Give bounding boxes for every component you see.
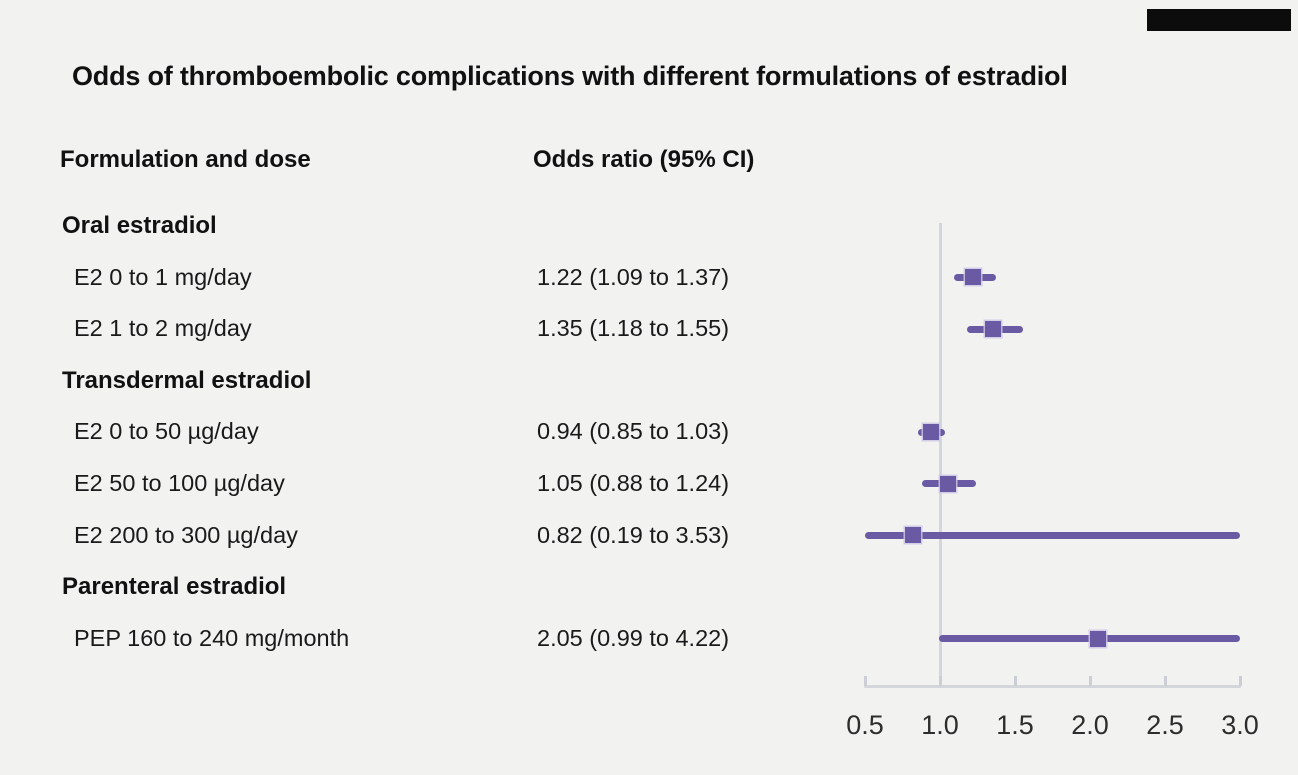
x-axis-tick (1163, 676, 1167, 686)
point-estimate-marker (923, 424, 939, 441)
table-row: PEP 160 to 240 mg/month 2.05 (0.99 to 4.2… (0, 613, 860, 665)
table-row: E2 0 to 1 mg/day 1.22 (1.09 to 1.37) (0, 252, 860, 304)
table-row: E2 200 to 300 µg/day 0.82 (0.19 to 3.53) (0, 510, 860, 562)
table-row: E2 1 to 2 mg/day 1.35 (1.18 to 1.55) (0, 303, 860, 355)
column-header-formulation: Formulation and dose (60, 146, 311, 173)
group-row: Parenteral estradiol (0, 561, 860, 613)
group-label: Parenteral estradiol (62, 573, 287, 601)
row-label: E2 1 to 2 mg/day (74, 315, 252, 342)
point-estimate-marker (965, 269, 981, 286)
odds-ratio-value: 2.05 (0.99 to 4.22) (537, 624, 730, 651)
row-label: E2 0 to 50 µg/day (74, 418, 259, 445)
confidence-interval-line (922, 480, 976, 488)
x-axis-tick (1238, 676, 1242, 686)
point-estimate-marker (984, 321, 1001, 337)
x-axis-tick-label: 2.5 (1146, 710, 1184, 740)
confidence-interval-line (953, 273, 996, 281)
figure-title: Odds of thromboembolic complications wit… (72, 61, 1068, 91)
x-axis-tick (863, 676, 867, 686)
point-estimate-marker (905, 527, 921, 544)
x-axis-tick-label: 2.0 (1071, 710, 1109, 740)
x-axis-line (864, 685, 1241, 688)
row-label: PEP 160 to 240 mg/month (74, 624, 350, 651)
table-row: E2 50 to 100 µg/day 1.05 (0.88 to 1.24) (0, 458, 860, 510)
x-axis-tick-label: 1.5 (996, 710, 1034, 740)
row-label: E2 50 to 100 µg/day (74, 469, 285, 496)
x-axis-tick (1088, 676, 1092, 686)
x-axis-tick-label: 1.0 (921, 710, 959, 740)
x-axis-tick (938, 676, 942, 686)
group-label: Transdermal estradiol (62, 366, 312, 394)
reference-line (938, 223, 942, 688)
x-axis-tick (1013, 676, 1017, 686)
odds-ratio-value: 1.05 (0.88 to 1.24) (537, 469, 730, 496)
odds-ratio-value: 0.94 (0.85 to 1.03) (537, 418, 730, 445)
row-label: E2 200 to 300 µg/day (74, 521, 298, 548)
masthead-bar (1147, 9, 1291, 31)
odds-ratio-value: 1.22 (1.09 to 1.37) (537, 263, 730, 290)
table-row: E2 0 to 50 µg/day 0.94 (0.85 to 1.03) (0, 406, 860, 458)
point-estimate-marker (939, 475, 956, 492)
odds-ratio-value: 1.35 (1.18 to 1.55) (537, 315, 730, 342)
confidence-interval-line (967, 325, 1023, 333)
x-axis-tick-label: 0.5 (846, 710, 884, 740)
group-row: Oral estradiol (0, 200, 860, 252)
point-estimate-marker (1089, 630, 1106, 647)
rows-container: Oral estradiol E2 0 to 1 mg/day 1.22 (1.09… (0, 200, 860, 664)
x-axis-tick-label: 3.0 (1221, 710, 1259, 740)
column-header-odds-ratio: Odds ratio (95% CI) (533, 146, 755, 173)
odds-ratio-value: 0.82 (0.19 to 3.53) (537, 521, 730, 548)
confidence-interval-line (865, 531, 1240, 539)
group-row: Transdermal estradiol (0, 355, 860, 407)
group-label: Oral estradiol (62, 212, 217, 239)
row-label: E2 0 to 1 mg/day (74, 263, 252, 290)
confidence-interval-line (938, 635, 1240, 643)
confidence-interval-line (917, 428, 945, 436)
